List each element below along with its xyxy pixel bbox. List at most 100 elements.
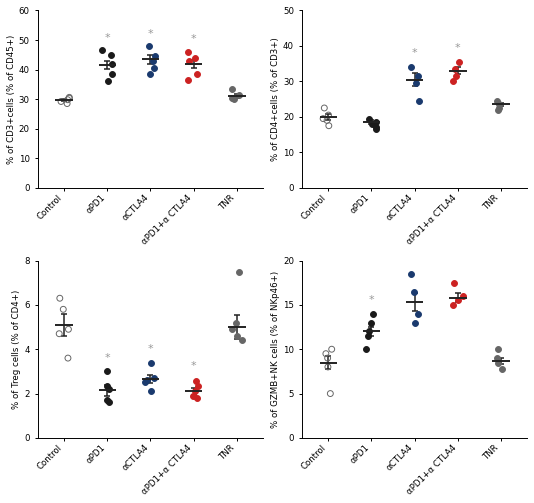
Point (324, 363, 332, 371)
Point (372, 125, 381, 133)
Point (454, 296, 462, 304)
Point (147, 359, 155, 367)
Text: *: * (147, 344, 153, 354)
Point (321, 350, 330, 358)
Point (191, 377, 200, 385)
Point (414, 310, 422, 318)
Point (63, 100, 72, 108)
Point (143, 376, 151, 384)
Point (324, 111, 333, 119)
Point (367, 318, 376, 326)
Point (235, 268, 244, 276)
Point (150, 64, 158, 72)
Text: *: * (368, 295, 374, 305)
Point (452, 72, 461, 80)
Point (371, 123, 380, 131)
Point (150, 52, 159, 60)
Point (449, 301, 457, 309)
Point (368, 310, 377, 318)
Y-axis label: % of GZMB+NK cells (% of NKp46+): % of GZMB+NK cells (% of NKp46+) (271, 271, 280, 428)
Point (319, 115, 327, 123)
Point (495, 104, 504, 112)
Point (365, 115, 374, 123)
Point (227, 85, 236, 93)
Point (234, 91, 243, 99)
Text: *: * (412, 48, 418, 58)
Point (55, 329, 64, 338)
Point (149, 374, 158, 382)
Point (323, 116, 331, 124)
Point (105, 398, 114, 406)
Point (320, 104, 328, 112)
Point (237, 337, 246, 345)
Point (227, 325, 236, 333)
Point (194, 382, 202, 390)
Point (450, 279, 459, 287)
Point (497, 365, 506, 373)
Point (107, 60, 116, 68)
Text: *: * (191, 361, 197, 371)
Point (146, 387, 155, 395)
Point (493, 354, 501, 362)
Point (65, 94, 74, 102)
Point (189, 392, 198, 400)
Point (59, 305, 67, 313)
Point (362, 345, 371, 353)
Y-axis label: % of CD4+cells (% of CD3+): % of CD4+cells (% of CD3+) (271, 37, 280, 161)
Point (415, 97, 423, 105)
Point (103, 382, 111, 390)
Point (449, 77, 457, 86)
Point (451, 65, 459, 73)
Point (459, 292, 467, 300)
Point (64, 325, 73, 333)
Y-axis label: % of CD3+cells (% of CD45+): % of CD3+cells (% of CD45+) (7, 35, 16, 164)
Point (325, 122, 333, 130)
Point (406, 63, 415, 71)
Point (141, 378, 150, 386)
Text: *: * (147, 29, 153, 39)
Point (407, 270, 415, 278)
Text: *: * (455, 43, 461, 53)
Point (57, 98, 65, 106)
Point (106, 51, 115, 59)
Point (455, 58, 464, 66)
Point (327, 345, 336, 353)
Point (191, 54, 199, 62)
Point (233, 332, 241, 340)
Point (324, 354, 332, 362)
Point (193, 394, 201, 402)
Point (149, 57, 158, 65)
Point (145, 70, 154, 78)
Point (368, 120, 376, 128)
Point (413, 72, 422, 80)
Point (104, 77, 113, 86)
Point (103, 367, 111, 375)
Point (185, 57, 193, 65)
Point (364, 332, 373, 340)
Point (494, 359, 502, 367)
Point (365, 327, 373, 336)
Point (230, 95, 238, 103)
Point (493, 345, 502, 353)
Point (232, 318, 240, 326)
Point (103, 396, 112, 404)
Point (98, 46, 106, 54)
Point (227, 94, 236, 102)
Point (193, 70, 201, 78)
Point (493, 106, 502, 114)
Point (107, 70, 116, 78)
Text: *: * (191, 34, 197, 44)
Point (412, 79, 421, 87)
Point (64, 96, 72, 104)
Point (494, 101, 503, 109)
Point (326, 389, 335, 397)
Text: *: * (105, 353, 110, 363)
Point (184, 76, 193, 84)
Point (65, 94, 74, 102)
Point (56, 294, 64, 302)
Point (184, 48, 192, 56)
Point (64, 354, 72, 362)
Point (191, 387, 199, 395)
Point (145, 42, 153, 50)
Point (372, 118, 380, 126)
